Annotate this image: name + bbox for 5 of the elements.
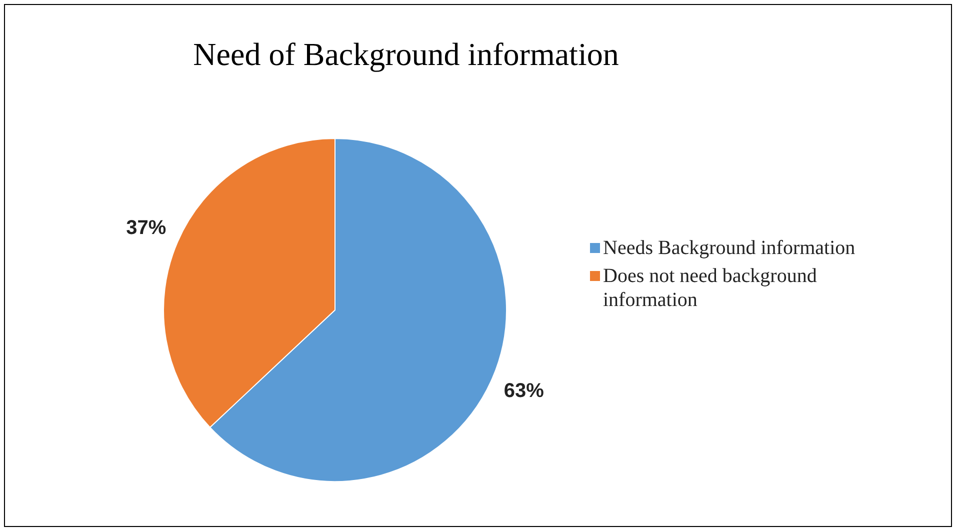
data-label: 63% — [504, 380, 544, 402]
legend-label: Does not need background information — [603, 264, 818, 312]
chart-title: Need of Background information — [192, 36, 620, 73]
legend-label: Needs Background information — [603, 236, 856, 260]
data-label: 37% — [126, 216, 166, 239]
